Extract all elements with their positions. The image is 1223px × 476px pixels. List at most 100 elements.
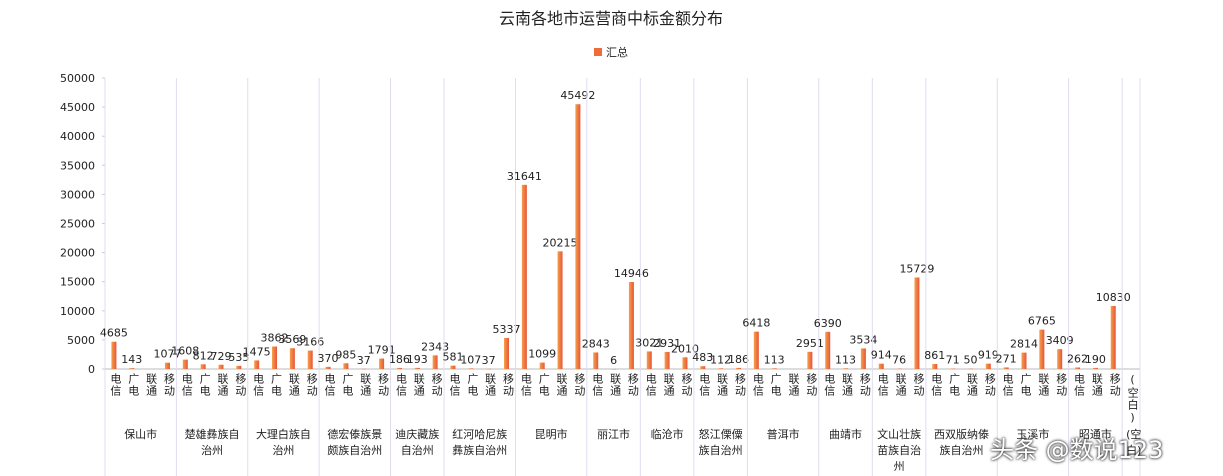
bar [682,357,688,369]
bar [843,368,849,369]
data-label: 3166 [296,336,324,349]
legend-swatch [594,48,602,56]
bar [504,337,510,369]
bar [1003,367,1009,369]
x-tick-label: 电信 [822,373,836,397]
x-tick-label: 移动 [501,373,515,397]
data-label: 50 [963,354,977,367]
x-tick-label: 联通 [287,373,301,397]
bar [236,365,242,369]
bar [700,366,706,369]
bar [164,362,170,369]
data-label: 3534 [849,333,877,346]
x-tick-label: 联通 [555,373,569,397]
group-label: 玉溪市 [1016,428,1050,441]
group-label: 保山市 [124,428,158,441]
group-label: (空白) [1126,428,1142,457]
bar [325,366,331,369]
x-tick-label: 联通 [215,373,229,397]
group-label: 昆明市 [534,428,568,441]
data-label: 113 [835,353,856,366]
y-tick-label: 40000 [60,130,95,143]
bar [825,331,831,369]
x-tick-label: 电信 [751,373,765,397]
x-tick-label: 移动 [305,373,319,397]
data-label: 3569 [278,333,306,346]
legend-label: 汇总 [606,45,628,59]
bar [735,367,741,369]
y-tick-label: 35000 [60,159,95,172]
data-label: 535 [228,351,249,364]
bar [611,368,617,370]
bar [361,368,367,370]
chart-title: 云南各地市运营商中标金额分布 [499,9,723,28]
bar [129,368,135,369]
data-label: 1475 [243,345,271,358]
data-label: 20215 [543,236,578,249]
x-tick-label: 移动 [733,373,747,397]
bar [1039,329,1045,369]
bar [628,282,634,369]
data-label: 10830 [1096,291,1131,304]
data-label: 186 [389,353,410,366]
data-label: 271 [996,352,1017,365]
group-label: 红河哈尼族彝族自治州 [452,428,508,457]
x-tick-label: 电信 [929,373,943,397]
data-label: 812 [193,349,214,362]
bar [950,368,956,370]
x-tick-label: 联通 [840,373,854,397]
data-label: 6418 [742,317,770,330]
data-label: 15729 [899,262,934,275]
data-label: 861 [924,349,945,362]
data-label: 1608 [171,345,199,358]
x-tick-label: 联通 [965,373,979,397]
x-tick-label: 广电 [340,373,354,397]
bar [771,368,777,369]
data-label: 914 [871,349,892,362]
group-label: 曲靖市 [829,428,863,441]
bar [753,331,759,369]
bar [539,362,545,369]
data-label: 3021 [635,336,663,349]
x-tick-label: 电信 [876,373,890,397]
x-tick-label: 移动 [804,373,818,397]
data-label: 2814 [1010,338,1038,351]
y-tick-label: 5000 [67,334,95,347]
bar [718,368,724,369]
x-tick-label: 移动 [233,373,247,397]
x-tick-label: 广电 [126,373,140,397]
data-label: 3409 [1046,334,1074,347]
bar [1057,349,1063,369]
data-label: 581 [442,351,463,364]
data-label: 37 [357,354,371,367]
x-tick-label: 广电 [198,373,212,397]
bar [807,351,813,369]
bar [1092,367,1098,369]
data-label: 143 [121,353,142,366]
x-tick-label: 电信 [251,373,265,397]
x-tick-label: 联通 [715,373,729,397]
bar [414,367,420,369]
x-tick-label: 移动 [911,373,925,397]
data-label: 2010 [671,342,699,355]
x-tick-label: 广电 [537,373,551,397]
bar [182,359,188,369]
x-tick-label: 联通 [412,373,426,397]
x-tick-label: 移动 [679,373,693,397]
group-label: 德宏傣族景颇族自治州 [327,428,383,457]
data-label: 14946 [614,267,649,280]
x-tick-label: 移动 [572,373,586,397]
bar [521,184,527,369]
x-tick-label: 联通 [662,373,676,397]
bar [379,358,385,369]
bar [575,104,581,369]
bar [557,251,563,369]
data-label: 483 [692,351,713,364]
data-label: 76 [892,354,906,367]
bar [343,363,349,369]
group-label: 怒江傈僳族自治州 [698,428,743,457]
data-label: 1791 [368,344,396,357]
data-label: 113 [764,353,785,366]
bar [1075,367,1081,369]
